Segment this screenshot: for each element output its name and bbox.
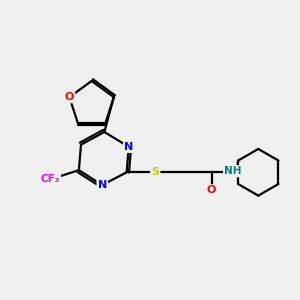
Text: S: S: [151, 167, 159, 177]
Text: CF₃: CF₃: [40, 174, 60, 184]
Text: O: O: [65, 92, 74, 102]
Text: N: N: [124, 142, 134, 152]
Text: NH: NH: [224, 166, 242, 176]
Text: O: O: [207, 185, 216, 195]
Text: N: N: [98, 180, 107, 190]
